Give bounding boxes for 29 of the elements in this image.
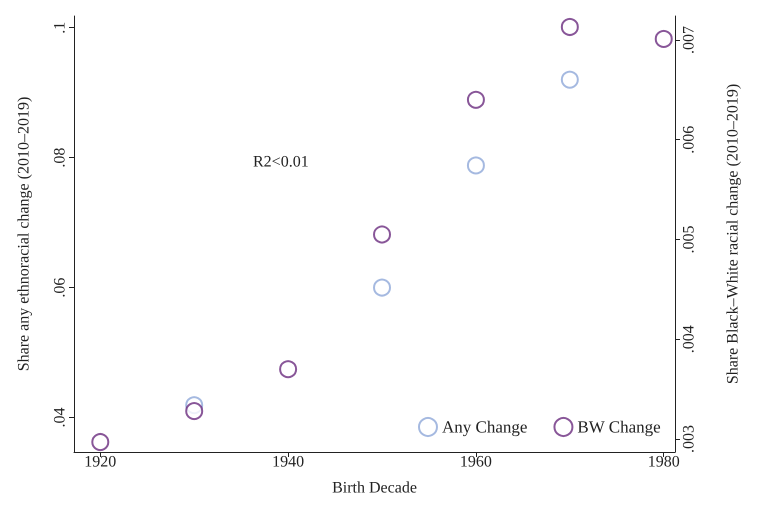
- y-tick-label: .08: [52, 148, 68, 168]
- x-axis-title: Birth Decade: [332, 480, 417, 496]
- y2-tick-label: .006: [680, 126, 698, 154]
- x-tick-label: 1960: [460, 454, 492, 470]
- point: [373, 278, 392, 297]
- y2-tick-label: .005: [680, 225, 698, 254]
- y2-tick-label: .007: [680, 26, 698, 54]
- point: [279, 360, 298, 378]
- y2-tick-label: .004: [680, 325, 698, 354]
- y2-tick-label: .003: [680, 425, 698, 454]
- point: [654, 30, 673, 48]
- y-tick-label: .06: [52, 278, 68, 298]
- x-tick-label: 1940: [272, 454, 304, 470]
- point: [373, 226, 392, 244]
- point: [185, 402, 204, 420]
- point: [560, 70, 579, 89]
- annotation: R2<0.01: [253, 154, 309, 170]
- legend-label: BW Change: [577, 418, 661, 436]
- point: [91, 433, 110, 452]
- legend-label: Any Change: [442, 418, 528, 436]
- y2-axis-title: Share Black–White racial change (2010–2019): [724, 84, 742, 384]
- point: [466, 156, 485, 174]
- point: [560, 18, 579, 36]
- x-tick-label: 1980: [648, 454, 680, 470]
- y-tick-label: .04: [52, 408, 68, 428]
- y-tick-label: .1: [52, 22, 68, 34]
- x-tick-label: 1920: [84, 454, 116, 470]
- y-axis-title: Share any ethnoracial change (2010–2019): [16, 96, 32, 372]
- point: [466, 90, 485, 109]
